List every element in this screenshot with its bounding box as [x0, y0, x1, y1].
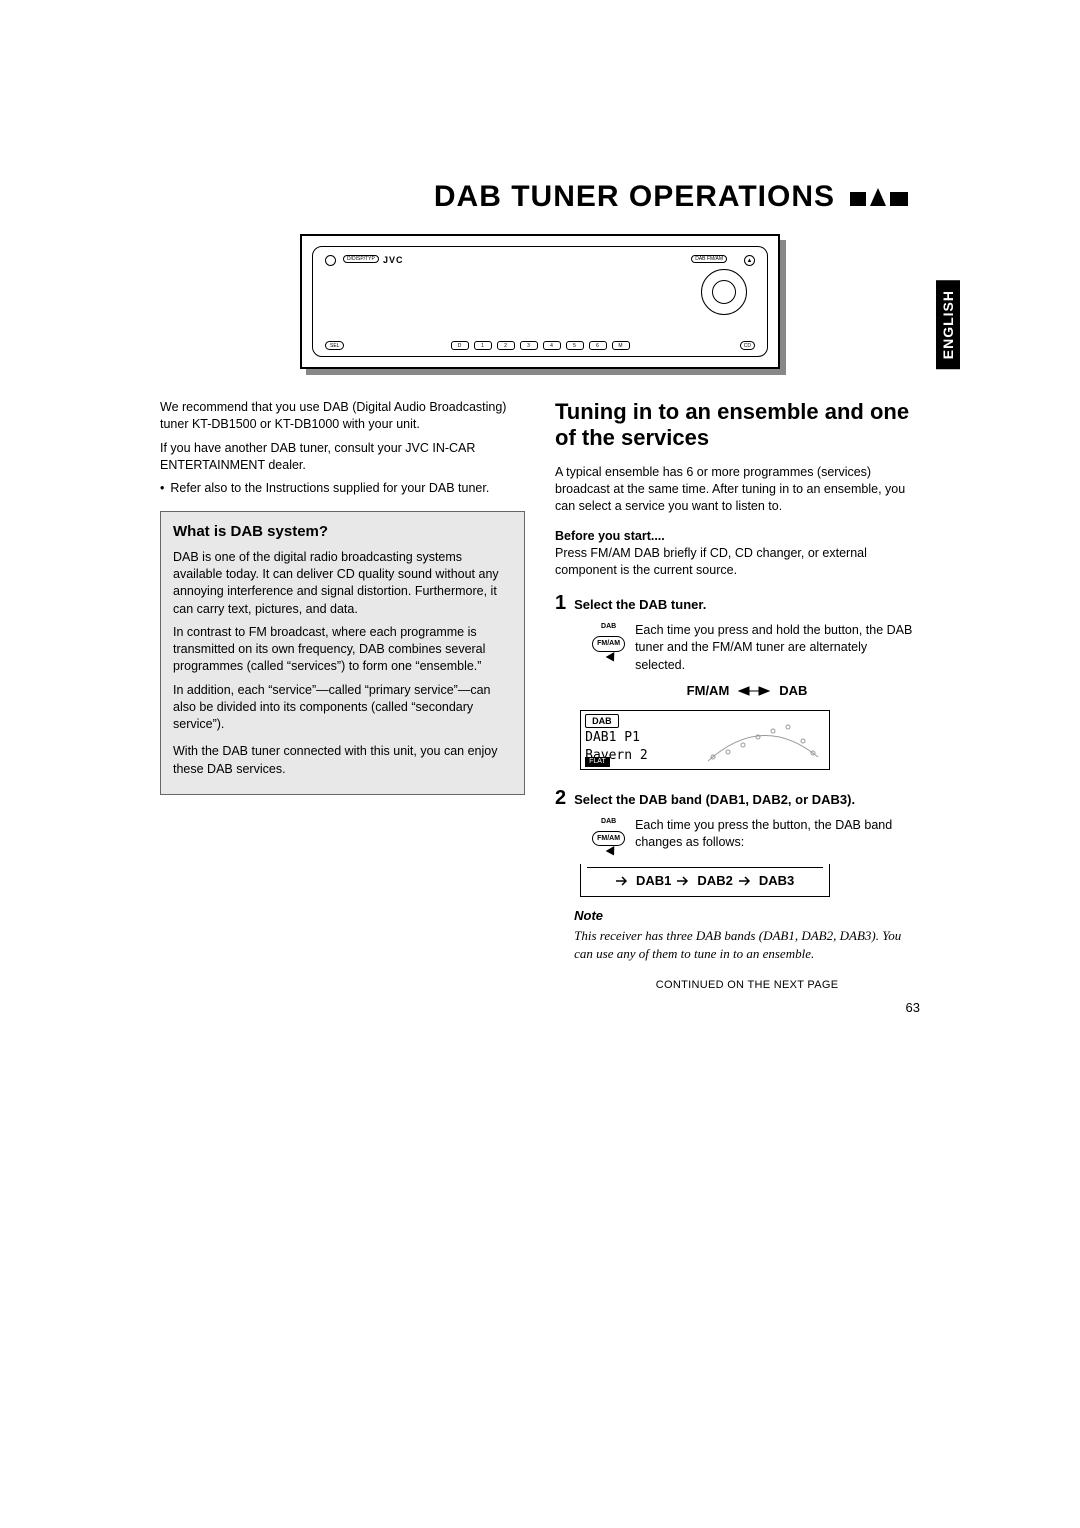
step-1-title: Select the DAB tuner.: [574, 596, 920, 614]
note-body: This receiver has three DAB bands (DAB1,…: [574, 927, 920, 962]
arrow-right-icon: [677, 876, 691, 886]
intro-p1: We recommend that you use DAB (Digital A…: [160, 399, 525, 434]
arrow-right-icon: [616, 876, 630, 886]
disp-button-icon: D/DISP/TYP: [343, 255, 379, 263]
preset-3: 3: [520, 341, 538, 350]
step-2-text: Each time you press the button, the DAB …: [635, 817, 920, 852]
continued-label: CONTINUED ON THE NEXT PAGE: [574, 978, 920, 993]
cycle-2: DAB2: [697, 872, 732, 890]
title-row: DAB TUNER OPERATIONS: [160, 180, 920, 214]
spectrum-icon: [703, 717, 823, 765]
step-1-text: Each time you press and hold the button,…: [635, 622, 920, 674]
display-flat: FLAT: [585, 757, 610, 767]
preset-1: 1: [474, 341, 492, 350]
display-badge: DAB: [585, 714, 619, 728]
band-cycle: DAB1 DAB2 DAB3: [580, 864, 830, 897]
step-2-number: 2: [555, 788, 566, 808]
cycle-3: DAB3: [759, 872, 794, 890]
page-number: 63: [555, 999, 920, 1017]
page-title: DAB TUNER OPERATIONS: [434, 180, 835, 214]
double-arrow-icon: [737, 685, 771, 697]
hand-pointer-icon: [605, 846, 618, 858]
language-tab: ENGLISH: [936, 280, 960, 369]
hand-pointer-icon: [605, 652, 618, 664]
preset-row: D 1 2 3 4 5 6 M: [353, 341, 727, 350]
section-intro: A typical ensemble has 6 or more program…: [555, 464, 920, 516]
preset-6: 6: [589, 341, 607, 350]
display-screenshot: DAB DAB1 P1 Bayern 2 FLAT: [580, 710, 830, 770]
step-1: 1 Select the DAB tuner. DAB FM/AM Each t…: [555, 593, 920, 774]
preset-4: 4: [543, 341, 561, 350]
note-heading: Note: [574, 907, 920, 925]
before-label: Before you start....: [555, 529, 665, 543]
step-2-title: Select the DAB band (DAB1, DAB2, or DAB3…: [574, 791, 920, 809]
section-title: Tuning in to an ensemble and one of the …: [555, 399, 920, 452]
left-column: We recommend that you use DAB (Digital A…: [160, 399, 525, 1017]
preset-m: M: [612, 341, 630, 350]
power-icon: [325, 255, 336, 266]
brand-label: JVC: [383, 255, 404, 265]
step-1-number: 1: [555, 593, 566, 613]
right-column: Tuning in to an ensemble and one of the …: [555, 399, 920, 1017]
page: DAB TUNER OPERATIONS ENGLISH D/DISP/TYP …: [0, 0, 1080, 1117]
before-text: Press FM/AM DAB briefly if CD, CD change…: [555, 546, 867, 577]
preset-d: D: [451, 341, 469, 350]
jog-dial-icon: [701, 269, 747, 315]
info-box: What is DAB system? DAB is one of the di…: [160, 511, 525, 795]
content-columns: We recommend that you use DAB (Digital A…: [160, 399, 920, 1017]
cycle-1: DAB1: [636, 872, 671, 890]
sel-button-icon: SEL: [325, 341, 344, 350]
fmam-dab-toggle: FM/AM DAB: [574, 682, 920, 700]
intro-bullet: • Refer also to the Instructions supplie…: [160, 480, 525, 497]
fmam-button-icon: DAB FM/AM: [592, 622, 625, 661]
preset-5: 5: [566, 341, 584, 350]
intro-bullet-text: Refer also to the Instructions supplied …: [170, 480, 489, 497]
bullet-icon: •: [160, 480, 164, 497]
device-illustration: D/DISP/TYP JVC DAB FM/AM ▲ SEL D 1 2 3 4…: [300, 234, 780, 369]
info-p3: In addition, each “service”—called “prim…: [173, 682, 512, 734]
intro-p2: If you have another DAB tuner, consult y…: [160, 440, 525, 475]
fmam-button-icon-2: DAB FM/AM: [592, 817, 625, 856]
info-p4: With the DAB tuner connected with this u…: [173, 743, 512, 778]
arrow-right-icon: [739, 876, 753, 886]
dab-logo-icon: [850, 184, 910, 210]
step-2: 2 Select the DAB band (DAB1, DAB2, or DA…: [555, 788, 920, 993]
info-heading: What is DAB system?: [173, 522, 512, 543]
eject-icon: ▲: [744, 255, 755, 266]
dab-button-icon: DAB FM/AM: [691, 255, 727, 263]
preset-2: 2: [497, 341, 515, 350]
cd-button-icon: CD: [740, 341, 755, 350]
info-p1: DAB is one of the digital radio broadcas…: [173, 549, 512, 618]
info-p2: In contrast to FM broadcast, where each …: [173, 624, 512, 676]
